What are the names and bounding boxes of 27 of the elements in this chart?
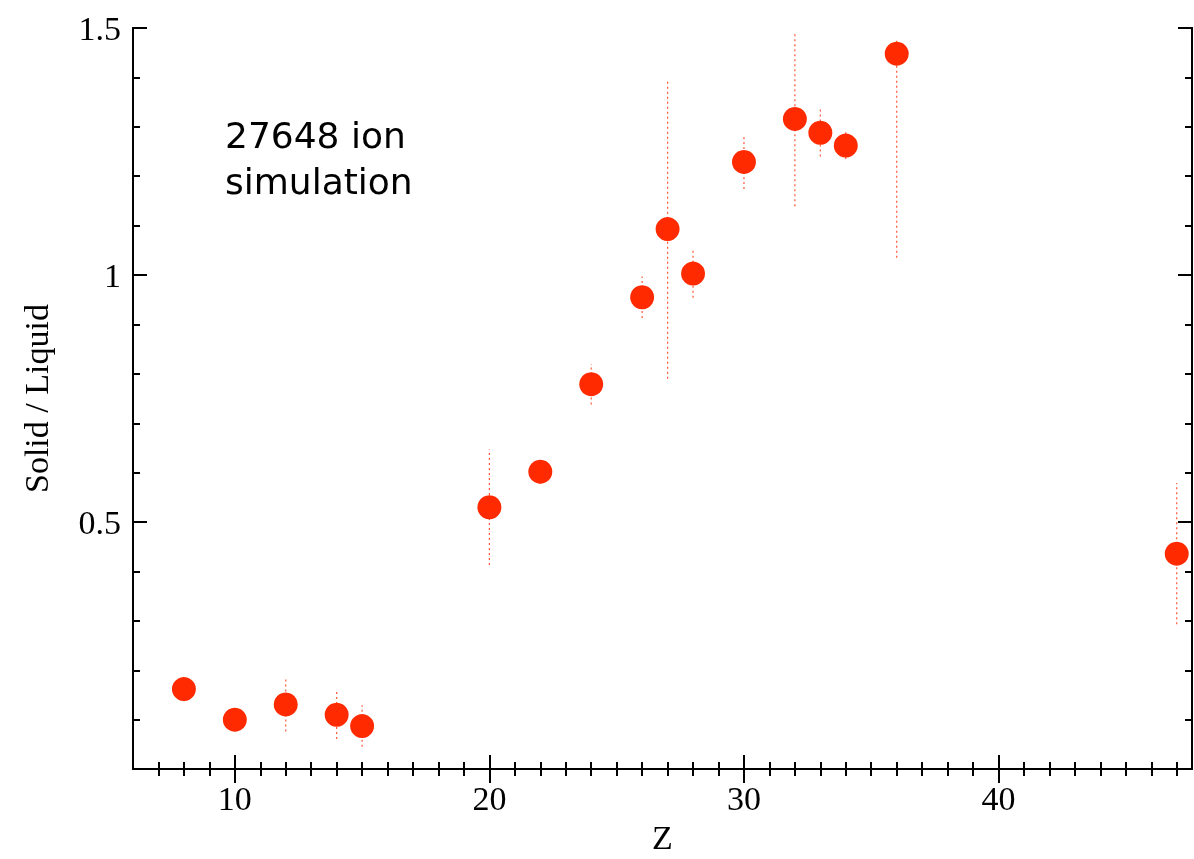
point [884, 41, 909, 66]
point [528, 459, 553, 484]
y-tick-label: 1.5 [78, 9, 121, 47]
x-tick-label: 10 [217, 779, 252, 817]
x-tick-label: 30 [726, 779, 761, 817]
point [655, 217, 680, 242]
point [630, 285, 655, 310]
point [681, 261, 706, 286]
y-tick-label: 0.5 [78, 503, 121, 541]
point [731, 149, 756, 174]
x-tick-label: 40 [981, 779, 1016, 817]
point [579, 372, 604, 397]
point [171, 677, 196, 702]
point [782, 106, 807, 131]
annotation: 27648 ion simulation [225, 114, 413, 202]
point [1164, 541, 1189, 566]
point [833, 133, 858, 158]
x-axis-title: Z [652, 818, 673, 856]
point [222, 707, 247, 732]
point [273, 692, 298, 717]
x-tick-label: 20 [472, 779, 507, 817]
point [324, 702, 349, 727]
y-axis-title: Solid / Liquid [17, 304, 55, 494]
point [808, 120, 833, 145]
y-tick-label: 1 [104, 256, 121, 294]
point [477, 495, 502, 520]
point [350, 714, 375, 739]
